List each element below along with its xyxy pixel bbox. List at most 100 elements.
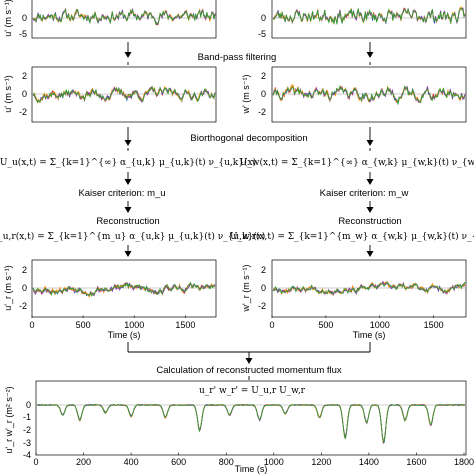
rec-w-xticks: 0 500 1000 1500: [269, 315, 444, 330]
flux-equation: u_r' w_r' = U_u,r U_w,r: [199, 386, 306, 396]
right-decomposition-equation: U_w(x,t) = Σ_{k=1}^{∞} α_{w,k} μ_{w,k}(t…: [240, 157, 474, 168]
right-reconstruction-equation: U_w,r(x,t) = Σ_{k=1}^{m_w} α_{w,k} μ_{w,…: [230, 231, 474, 242]
bp-w-frame: [271, 66, 467, 123]
raw-w-ytick-1: -5: [258, 29, 266, 39]
left-reconstruction-equation: U_u,r(x,t) = Σ_{k=1}^{m_u} α_{u,k} μ_{u,…: [0, 231, 265, 242]
left-reconstruction-title: Reconstruction: [96, 216, 159, 227]
rec-w-xticks-label-2: 1000: [370, 320, 390, 330]
bp-w-ytick-0: 2: [261, 71, 266, 81]
rec-w-ylabel: w'_r (m s⁻¹): [241, 265, 251, 313]
flux-ytick-2: -2: [23, 425, 31, 435]
flux-xticks-label-4: 800: [219, 457, 234, 467]
flux-ytick-3: -3: [23, 438, 31, 448]
rec-w-series: [272, 280, 466, 296]
rec-w-xticks-label-0: 0: [269, 320, 274, 330]
raw-w-series-line-3: [272, 5, 466, 25]
arrows-2b: [127, 148, 371, 151]
bp-u-ytick-2: -2: [19, 107, 27, 117]
flux-xticks: 0 200 400 600 800 1000 1200 1400 1600 1800: [33, 452, 474, 467]
bp-u-ytick-0: 2: [22, 71, 27, 81]
rec-u-xticks-label-3: 1500: [175, 320, 195, 330]
raw-u-series-line-4: [32, 7, 216, 26]
rec-u-frame: [31, 259, 217, 318]
flux-series: [36, 403, 466, 445]
rec-u-xlabel: Time (s): [108, 330, 141, 340]
flux-panel: u_r' w_r' = U_u,r U_w,r 0 -1 -2 -3 -4 u'…: [4, 380, 474, 474]
flux-xticks-label-8: 1600: [406, 457, 426, 467]
rec-w-ytick-1: 0: [261, 283, 266, 293]
rec-w-frame: [271, 259, 467, 318]
flux-xticks-label-7: 1400: [359, 457, 379, 467]
rec-u-series-line-5: [32, 281, 215, 297]
bp-w-panel: 2 0 -2 w' (m s⁻¹): [241, 66, 467, 123]
bp-u-series-line-5: [32, 85, 216, 104]
rec-w-panel: 2 0 -2 w'_r (m s⁻¹) 0 500 1000 1500 Time (s…: [241, 259, 467, 340]
flux-series-line-3: [36, 403, 466, 444]
flux-ylabel: u'_r w'_r (m² s⁻²): [4, 386, 14, 453]
rec-w-xticks-label-1: 500: [318, 320, 333, 330]
left-kaiser-criterion: Kaiser criterion: m_u: [78, 188, 165, 199]
rec-u-ytick-1: 0: [22, 283, 27, 293]
arrows-1b: [127, 62, 371, 65]
flux-series-line-2: [37, 404, 466, 442]
rec-u-xticks-label-2: 1000: [124, 320, 144, 330]
bp-w-ylabel: w' (m s⁻¹): [241, 75, 251, 115]
rec-w-xticks-label-3: 1500: [424, 320, 444, 330]
bp-w-ytick-1: 0: [261, 89, 266, 99]
bp-u-panel: 2 0 -2 u' (m s⁻¹): [3, 66, 217, 123]
bp-w-ytick-2: -2: [258, 107, 266, 117]
flux-xticks-label-0: 0: [33, 457, 38, 467]
rec-u-xticks-label-0: 0: [29, 320, 34, 330]
arrows-4: [124, 201, 374, 213]
raw-w-ytick-0: 0: [261, 13, 266, 23]
raw-w-panel: 0 -5: [258, 0, 467, 39]
bp-u-frame: [31, 66, 217, 123]
left-decomposition-equation: U_u(x,t) = Σ_{k=1}^{∞} α_{u,k} μ_{u,k}(t…: [0, 157, 256, 168]
flux-frame: [35, 380, 467, 456]
rec-u-ytick-0: 2: [22, 265, 27, 275]
stage-momentum-flux-label: Calculation of reconstructed momentum fl…: [156, 365, 342, 376]
raw-u-ytick-0: 0: [22, 13, 27, 23]
rec-w-ytick-0: 2: [261, 265, 266, 275]
right-reconstruction-title: Reconstruction: [338, 216, 401, 227]
bp-w-series-line-5: [272, 85, 466, 105]
flux-xticks-label-2: 400: [124, 457, 139, 467]
flux-series-line-5: [36, 404, 466, 443]
flux-xticks-label-1: 200: [76, 457, 91, 467]
rec-u-series: [32, 281, 216, 298]
arrows-1: [124, 42, 374, 58]
stage-bandpass-label: Band-pass filtering: [198, 52, 277, 63]
flux-xticks-label-5: 1000: [264, 457, 284, 467]
flux-xticks-label-9: 1800: [454, 457, 474, 467]
flux-ytick-4: -4: [23, 450, 31, 460]
rec-w-series-line-5: [272, 281, 466, 295]
arrows-2: [124, 127, 374, 146]
right-kaiser-criterion: Kaiser criterion: m_w: [320, 188, 409, 199]
bp-w-series: [272, 84, 466, 106]
flux-xlabel: Time (s): [235, 464, 268, 474]
rec-u-xticks-label-1: 500: [76, 320, 91, 330]
rec-u-ylabel: u'_r (m s⁻¹): [3, 265, 13, 310]
raw-w-series: [272, 5, 466, 25]
raw-u-panel: 0 -5 u' (m s⁻¹): [3, 0, 217, 39]
flux-xticks-label-6: 1200: [311, 457, 331, 467]
rec-u-ytick-2: -2: [19, 301, 27, 311]
flux-ytick-0: 0: [26, 400, 31, 410]
raw-w-series-line-5: [272, 8, 466, 25]
rec-u-panel: 2 0 -2 u'_r (m s⁻¹) 0 500 1000 1500 Time (s…: [3, 259, 217, 340]
bp-u-ylabel: u' (m s⁻¹): [3, 75, 13, 112]
raw-u-series-line-5: [32, 8, 216, 26]
rec-w-xlabel: Time (s): [353, 330, 386, 340]
raw-u-ytick-1: -5: [19, 29, 27, 39]
flux-xticks-label-3: 600: [171, 457, 186, 467]
rec-w-ytick-2: -2: [258, 301, 266, 311]
rec-u-xticks: 0 500 1000 1500: [29, 315, 195, 330]
flux-series-line-0: [36, 403, 466, 443]
arrows-5: [124, 245, 374, 257]
bp-u-ytick-1: 0: [22, 89, 27, 99]
bp-u-series: [32, 85, 216, 104]
raw-u-series: [32, 7, 216, 26]
raw-u-ylabel: u' (m s⁻¹): [3, 0, 13, 37]
flux-ytick-1: -1: [23, 412, 31, 422]
